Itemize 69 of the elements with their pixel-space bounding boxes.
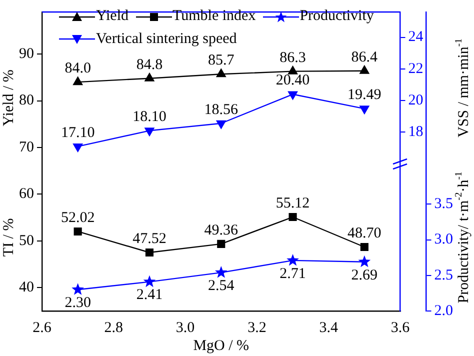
point bbox=[360, 65, 370, 74]
point bbox=[143, 275, 156, 288]
point bbox=[288, 66, 298, 74]
y-tick-label: 80 bbox=[19, 92, 34, 109]
data-label: 55.12 bbox=[276, 195, 310, 212]
point bbox=[288, 91, 298, 100]
point bbox=[358, 255, 371, 268]
data-label: 85.7 bbox=[208, 52, 235, 69]
point bbox=[216, 68, 226, 78]
data-label: 19.49 bbox=[348, 87, 382, 104]
data-label: 2.69 bbox=[351, 267, 378, 284]
legend-label: Productivity bbox=[300, 7, 374, 26]
data-label: 2.30 bbox=[64, 295, 91, 312]
y-tick-label: 60 bbox=[19, 186, 34, 202]
y3-tick-label: 3.0 bbox=[434, 232, 453, 248]
point bbox=[288, 212, 297, 222]
data-label: 17.10 bbox=[60, 124, 95, 141]
y3-tick-label: 2.5 bbox=[434, 267, 453, 284]
legend-label: Vertical sintering speed bbox=[96, 30, 237, 48]
legend-label: Tumble index bbox=[172, 7, 256, 26]
data-label: 47.52 bbox=[132, 230, 166, 247]
data-label: 20.40 bbox=[276, 72, 310, 89]
point bbox=[216, 120, 226, 129]
data-label: 52.02 bbox=[60, 210, 95, 226]
data-label: 18.10 bbox=[132, 109, 166, 126]
data-label: 2.41 bbox=[136, 287, 163, 304]
point bbox=[144, 72, 154, 82]
y2-axis-title: VSS / mm·min-1 bbox=[453, 38, 472, 138]
x-tick-label: 3.6 bbox=[390, 320, 410, 336]
data-label: 84.8 bbox=[136, 56, 163, 73]
y2-tick-label: 22 bbox=[408, 60, 424, 77]
y2-tick-label: 24 bbox=[408, 29, 424, 46]
x-tick-label: 2.8 bbox=[104, 320, 124, 336]
x-tick-label: 3.2 bbox=[248, 320, 266, 336]
point bbox=[360, 106, 370, 114]
data-label: 84.0 bbox=[64, 60, 91, 77]
point bbox=[360, 242, 368, 252]
y-axis-title: Yield / % bbox=[0, 70, 17, 126]
point bbox=[217, 240, 226, 248]
point bbox=[72, 283, 84, 295]
point bbox=[74, 227, 82, 236]
data-label: 18.56 bbox=[204, 102, 238, 118]
y-tick-label: 40 bbox=[19, 280, 34, 296]
y2-tick-label: 18 bbox=[408, 124, 424, 140]
point bbox=[72, 76, 83, 86]
y2-tick-label: 20 bbox=[408, 92, 424, 109]
x-tick-label: 3.4 bbox=[319, 320, 338, 336]
data-label: 86.4 bbox=[351, 49, 378, 66]
data-label: 2.71 bbox=[280, 266, 306, 282]
y-tick-label: 70 bbox=[19, 139, 34, 156]
y3-tick-label: 3.5 bbox=[434, 196, 453, 212]
x-tick-label: 2.6 bbox=[32, 320, 52, 336]
y3-axis-title: Productivity/ t·m-2·h-1 bbox=[453, 171, 472, 304]
y3-tick-label: 2.0 bbox=[434, 302, 453, 319]
x-axis-title: MgO / % bbox=[193, 338, 250, 354]
point bbox=[144, 128, 154, 136]
y-tick-label: 90 bbox=[19, 46, 34, 62]
point bbox=[72, 143, 83, 152]
data-label: 48.70 bbox=[348, 225, 382, 242]
data-label: 86.3 bbox=[280, 50, 306, 66]
legend-label: Yield bbox=[96, 7, 128, 26]
point bbox=[214, 266, 228, 278]
point bbox=[145, 248, 154, 257]
point bbox=[286, 254, 299, 266]
text: TI / % bbox=[0, 218, 17, 257]
x-tick-label: 3.0 bbox=[176, 320, 195, 336]
y-tick-label: 50 bbox=[19, 232, 34, 249]
data-label: 2.54 bbox=[208, 278, 235, 294]
data-label: 49.36 bbox=[204, 222, 238, 238]
